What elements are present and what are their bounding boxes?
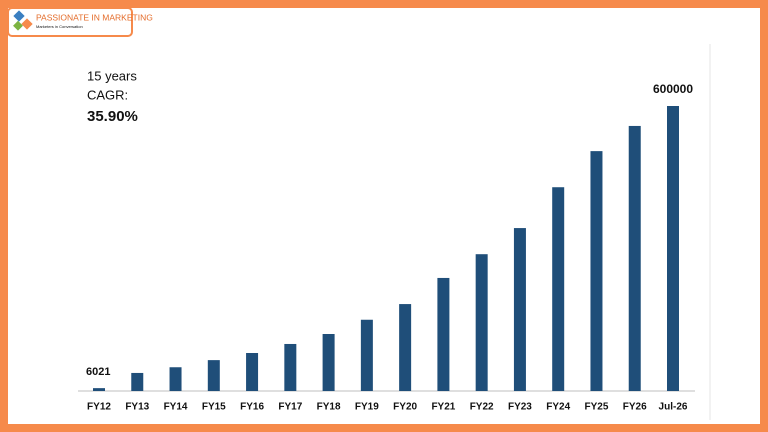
bar [590, 151, 603, 391]
bar [284, 343, 297, 391]
bar [399, 304, 412, 391]
logo-box [7, 7, 133, 37]
x-tick-label: Jul-26 [659, 402, 688, 413]
x-tick-label: FY26 [623, 402, 647, 413]
x-tick-label: FY24 [546, 402, 570, 413]
bar [667, 106, 679, 391]
data-label: 600000 [653, 82, 693, 96]
logo-title: PASSIONATE IN MARKETING [36, 12, 153, 22]
bar [360, 319, 373, 391]
x-tick-label: FY13 [125, 402, 149, 413]
logo-icon [13, 10, 33, 31]
annotation-line: CAGR: [87, 87, 128, 102]
bar [437, 277, 450, 391]
bar [93, 388, 105, 391]
data-label: 6021 [86, 366, 110, 378]
x-tick-label: FY14 [164, 402, 188, 413]
bar [628, 125, 641, 391]
x-tick-label: FY15 [202, 402, 226, 413]
x-tick-label: FY25 [585, 402, 609, 413]
bar [322, 334, 335, 391]
bar [475, 254, 488, 391]
bar [246, 353, 259, 391]
annotation-line: 15 years [87, 68, 137, 83]
x-tick-label: FY20 [393, 402, 417, 413]
x-tick-label: FY22 [470, 402, 494, 413]
bar [552, 187, 565, 391]
x-tick-label: FY21 [431, 402, 455, 413]
x-tick-label: FY17 [278, 402, 302, 413]
x-tick-label: FY12 [87, 402, 111, 413]
logo-subtitle: Marketers in Conversation [36, 24, 83, 29]
x-tick-label: FY18 [317, 402, 341, 413]
x-tick-label: FY16 [240, 402, 264, 413]
annotation-value: 35.90% [87, 108, 138, 125]
x-tick-label: FY23 [508, 402, 532, 413]
bar [131, 372, 144, 391]
bar [169, 367, 182, 391]
bar [513, 228, 526, 391]
x-tick-label: FY19 [355, 402, 379, 413]
bar [207, 360, 220, 391]
